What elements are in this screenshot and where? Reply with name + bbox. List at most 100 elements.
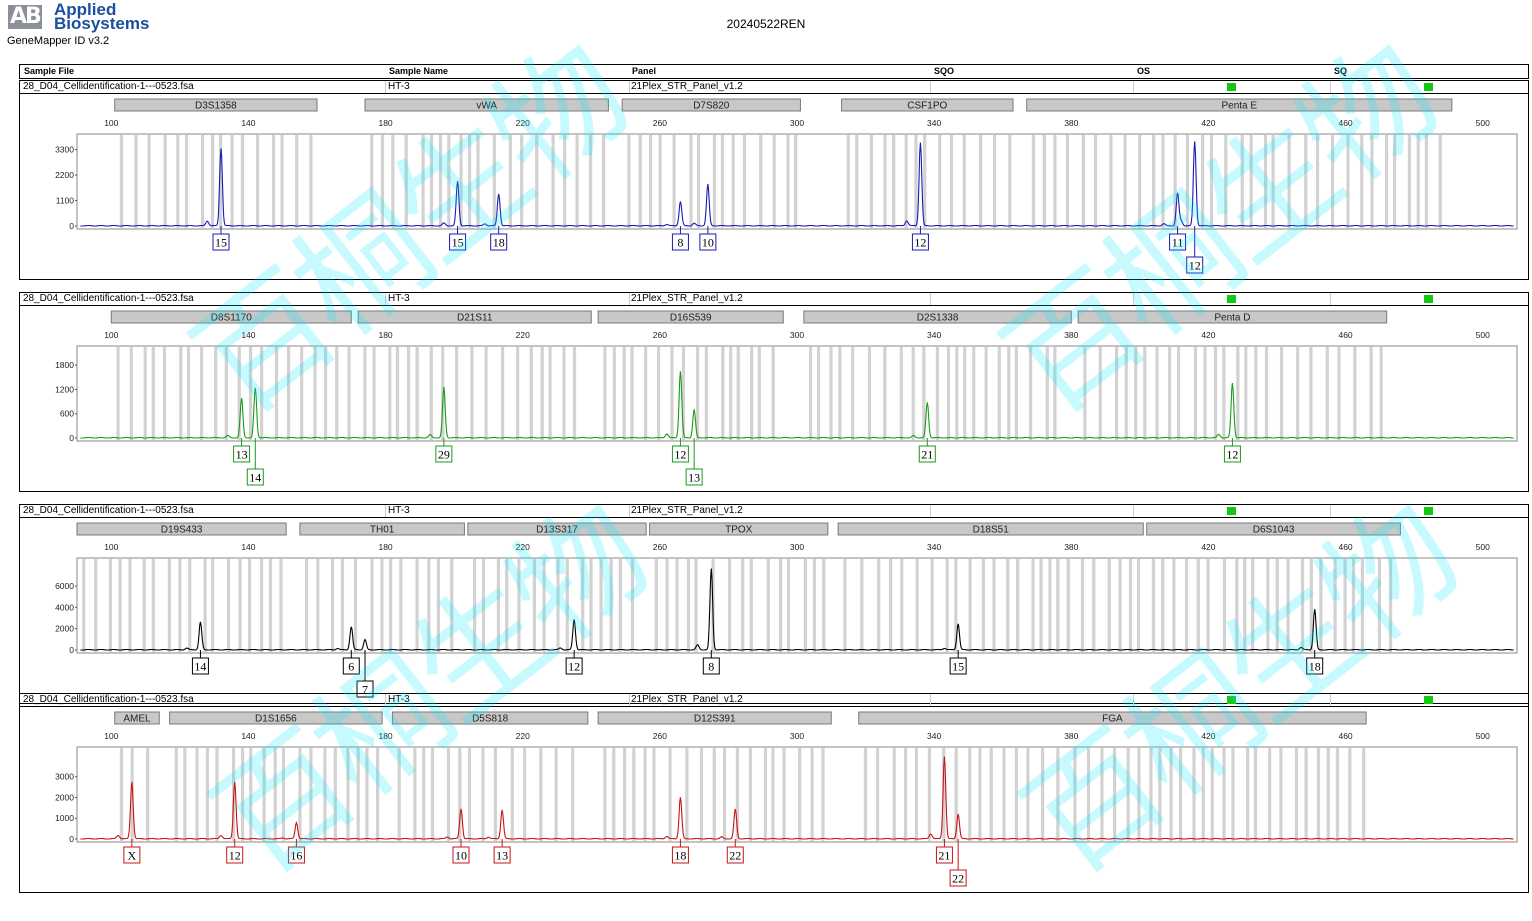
allele-call[interactable]: 15: [212, 226, 230, 251]
allele-call[interactable]: 12: [565, 650, 583, 675]
allele-call-box[interactable]: [1223, 445, 1241, 463]
locus-bar[interactable]: [110, 310, 352, 324]
allele-call[interactable]: 12: [671, 438, 689, 463]
allele-call[interactable]: 10: [452, 839, 470, 864]
locus-bar[interactable]: [858, 711, 1367, 725]
allele-call-box[interactable]: [226, 846, 244, 864]
locus-marker[interactable]: FGA: [858, 711, 1367, 725]
locus-bar[interactable]: [1077, 310, 1388, 324]
locus-bar[interactable]: [169, 711, 383, 725]
allele-call[interactable]: 18: [490, 226, 508, 251]
locus-bar[interactable]: [391, 711, 589, 725]
allele-call-box[interactable]: [935, 846, 953, 864]
allele-call-box[interactable]: [699, 233, 717, 251]
allele-call[interactable]: 8: [702, 650, 720, 675]
allele-call-box[interactable]: [1169, 233, 1187, 251]
locus-marker[interactable]: TH01: [299, 522, 465, 536]
allele-call-box[interactable]: [918, 445, 936, 463]
allele-call-box[interactable]: [212, 233, 230, 251]
allele-call[interactable]: 12: [1186, 226, 1204, 274]
locus-bar[interactable]: [597, 711, 832, 725]
locus-bar[interactable]: [597, 310, 784, 324]
allele-call-box[interactable]: [449, 233, 467, 251]
locus-bar[interactable]: [299, 522, 465, 536]
allele-call-box[interactable]: [671, 846, 689, 864]
locus-marker[interactable]: D12S391: [597, 711, 832, 725]
allele-call[interactable]: X: [123, 839, 141, 864]
locus-bar[interactable]: [621, 98, 801, 112]
allele-call[interactable]: 11: [1169, 226, 1187, 251]
locus-bar[interactable]: [364, 98, 609, 112]
locus-bar[interactable]: [837, 522, 1144, 536]
allele-call-box[interactable]: [123, 846, 141, 864]
locus-marker[interactable]: D1S1656: [169, 711, 383, 725]
allele-call[interactable]: 21: [918, 438, 936, 463]
allele-call-box[interactable]: [949, 657, 967, 675]
allele-call-box[interactable]: [671, 233, 689, 251]
allele-call-box[interactable]: [287, 846, 305, 864]
locus-marker[interactable]: D3S1358: [114, 98, 318, 112]
allele-call-box[interactable]: [949, 869, 967, 887]
allele-call[interactable]: 8: [671, 226, 689, 251]
locus-bar[interactable]: [1026, 98, 1453, 112]
locus-bar[interactable]: [114, 98, 318, 112]
locus-bar[interactable]: [76, 522, 287, 536]
locus-marker[interactable]: D21S11: [357, 310, 592, 324]
allele-call[interactable]: 29: [435, 438, 453, 463]
locus-bar[interactable]: [1146, 522, 1401, 536]
allele-call-box[interactable]: [911, 233, 929, 251]
allele-call[interactable]: 22: [949, 839, 967, 887]
allele-call-box[interactable]: [246, 468, 264, 486]
allele-call[interactable]: 15: [449, 226, 467, 251]
locus-bar[interactable]: [649, 522, 829, 536]
locus-bar[interactable]: [841, 98, 1014, 112]
allele-call-box[interactable]: [493, 846, 511, 864]
allele-call[interactable]: 21: [935, 839, 953, 864]
allele-call-box[interactable]: [565, 657, 583, 675]
allele-call[interactable]: 12: [1223, 438, 1241, 463]
locus-marker[interactable]: D5S818: [391, 711, 589, 725]
locus-marker[interactable]: D2S1338: [803, 310, 1072, 324]
locus-bar[interactable]: [357, 310, 592, 324]
locus-marker[interactable]: D7S820: [621, 98, 801, 112]
allele-call-box[interactable]: [702, 657, 720, 675]
locus-marker[interactable]: AMEL: [114, 711, 160, 725]
locus-marker[interactable]: D8S1170: [110, 310, 352, 324]
allele-call-box[interactable]: [191, 657, 209, 675]
allele-call[interactable]: 12: [911, 226, 929, 251]
locus-marker[interactable]: Penta E: [1026, 98, 1453, 112]
allele-call-box[interactable]: [1186, 256, 1204, 274]
locus-marker[interactable]: D19S433: [76, 522, 287, 536]
allele-call[interactable]: 15: [949, 650, 967, 675]
allele-call-box[interactable]: [452, 846, 470, 864]
allele-call[interactable]: 18: [671, 839, 689, 864]
locus-marker[interactable]: D18S51: [837, 522, 1144, 536]
allele-call[interactable]: 12: [226, 839, 244, 864]
locus-bar[interactable]: [114, 711, 160, 725]
allele-call-box[interactable]: [233, 445, 251, 463]
locus-marker[interactable]: D13S317: [467, 522, 647, 536]
allele-call-box[interactable]: [342, 657, 360, 675]
locus-bar[interactable]: [803, 310, 1072, 324]
allele-call[interactable]: 13: [493, 839, 511, 864]
allele-call-box[interactable]: [435, 445, 453, 463]
locus-marker[interactable]: vWA: [364, 98, 609, 112]
allele-call-box[interactable]: [490, 233, 508, 251]
allele-call[interactable]: 14: [191, 650, 209, 675]
allele-call[interactable]: 13: [685, 438, 703, 486]
allele-call[interactable]: 10: [699, 226, 717, 251]
allele-call[interactable]: 22: [726, 839, 744, 864]
allele-call[interactable]: 14: [246, 438, 264, 486]
allele-call[interactable]: 13: [233, 438, 251, 463]
locus-marker[interactable]: TPOX: [649, 522, 829, 536]
locus-marker[interactable]: D6S1043: [1146, 522, 1401, 536]
locus-marker[interactable]: CSF1PO: [841, 98, 1014, 112]
allele-call-box[interactable]: [685, 468, 703, 486]
locus-marker[interactable]: D16S539: [597, 310, 784, 324]
allele-call[interactable]: 18: [1306, 650, 1324, 675]
locus-bar[interactable]: [467, 522, 647, 536]
allele-call[interactable]: 16: [287, 839, 305, 864]
locus-marker[interactable]: Penta D: [1077, 310, 1388, 324]
allele-call-box[interactable]: [726, 846, 744, 864]
allele-call[interactable]: 6: [342, 650, 360, 675]
